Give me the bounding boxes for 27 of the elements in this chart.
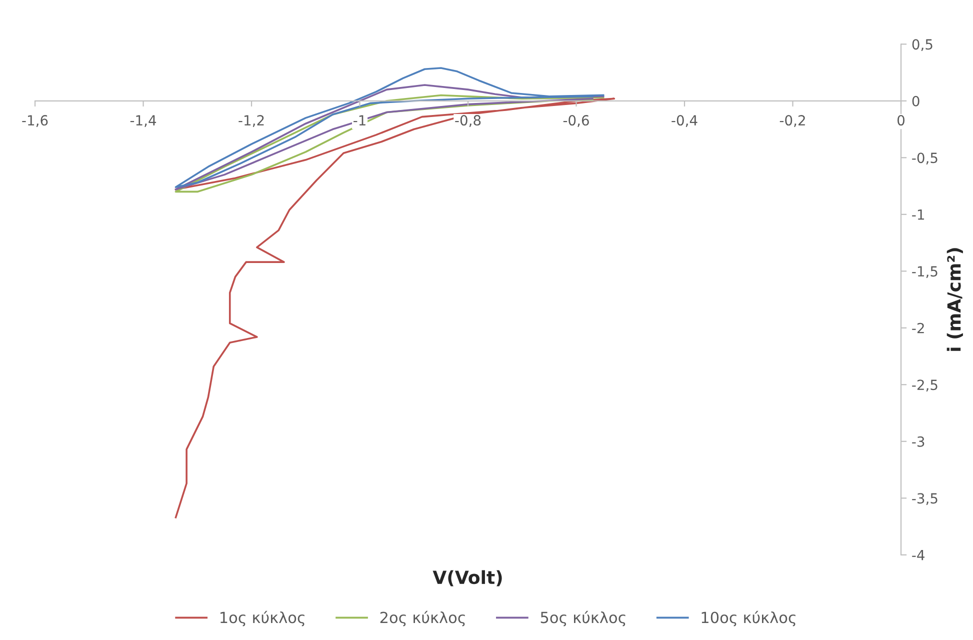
legend-label: 1ος κύκλος — [220, 610, 304, 626]
y-tick-label: 0,5 — [912, 39, 932, 52]
x-tick-label: -0,6 — [563, 115, 589, 127]
y-tick-label: -0,5 — [912, 152, 938, 165]
x-axis-title: V(Volt) — [432, 570, 502, 586]
x-tick-label: -1,4 — [130, 115, 156, 127]
y-tick-label: 0 — [912, 96, 920, 106]
legend-label: 2ος κύκλος — [380, 610, 465, 626]
x-tick-label: -0,8 — [455, 115, 481, 127]
legend-label: 10ος κύκλος — [702, 610, 796, 626]
legend-label: 5ος κύκλος — [540, 610, 626, 626]
y-tick-label: -3 — [912, 436, 924, 447]
x-tick-label: -1,2 — [238, 115, 264, 127]
y-tick-label: -3,5 — [912, 493, 938, 506]
line-series — [174, 67, 604, 188]
x-tick-label: 0 — [897, 115, 904, 126]
x-tick-label: -1 — [354, 115, 366, 126]
y-axis-title: i (mA/cm²) — [946, 248, 963, 351]
y-tick-label: -1 — [912, 210, 924, 220]
line-series — [174, 98, 616, 518]
y-tick-label: -2,5 — [912, 380, 938, 392]
y-tick-label: -1,5 — [912, 266, 938, 278]
y-tick-label: -2 — [912, 322, 924, 334]
x-tick-label: -0,2 — [780, 115, 805, 127]
y-tick-label: -4 — [912, 550, 924, 560]
x-tick-label: -1,6 — [22, 115, 48, 127]
x-tick-label: -0,4 — [672, 115, 698, 127]
